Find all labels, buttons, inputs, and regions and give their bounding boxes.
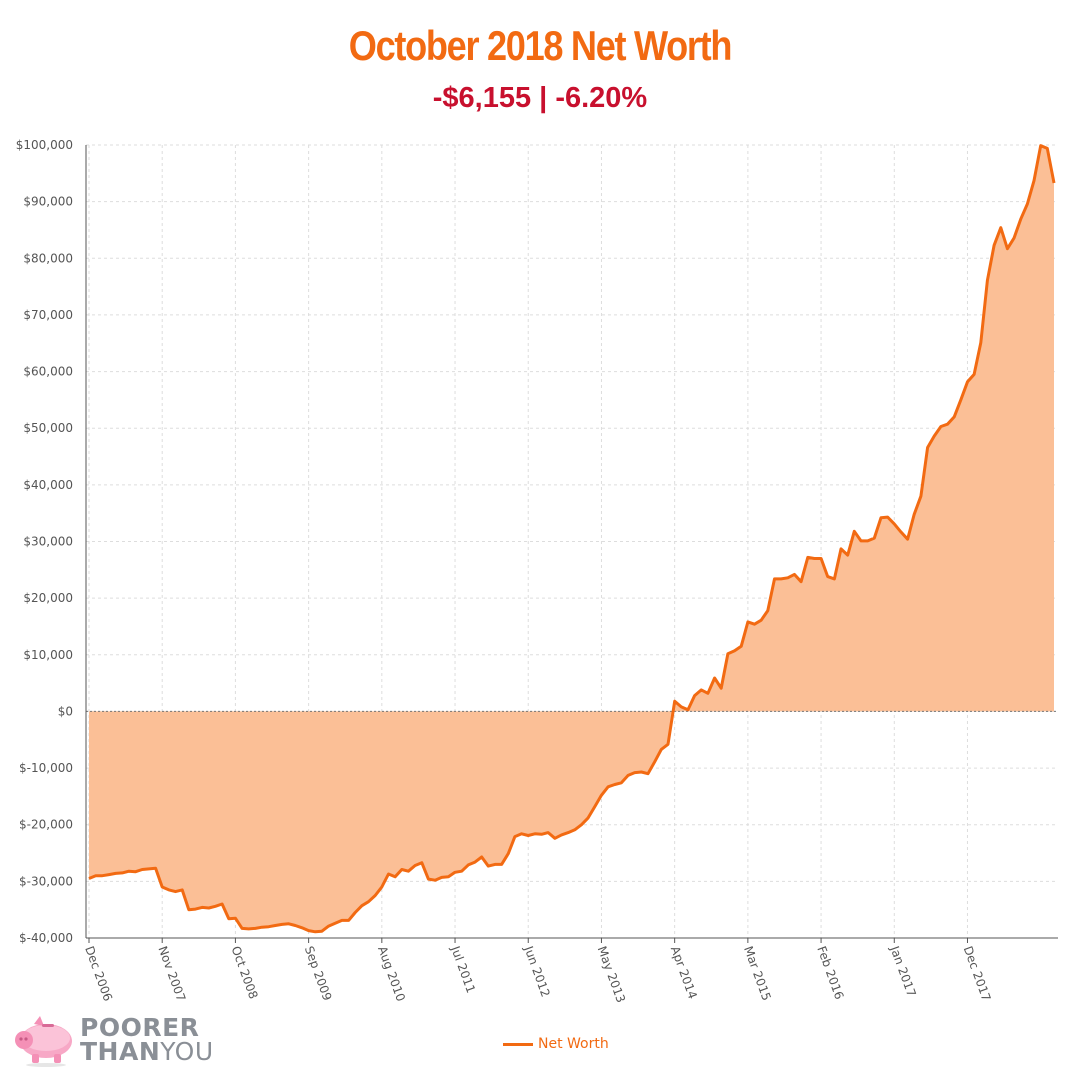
x-axis-ticks: Dec 2006 Nov 2007 Oct 2008 Sep 2009 Aug 2010… bbox=[82, 938, 994, 1005]
net-worth-area bbox=[89, 145, 1054, 932]
x-tick-label: Dec 2006 bbox=[82, 944, 115, 1003]
y-tick-label: $-40,000 bbox=[19, 931, 73, 945]
x-tick-label: Feb 2016 bbox=[814, 944, 846, 1001]
y-tick-label: $70,000 bbox=[23, 308, 73, 322]
logo-text-line2: THANYOU bbox=[80, 1039, 214, 1064]
y-tick-label: $40,000 bbox=[23, 478, 73, 492]
chart-subtitle: -$6,155 | -6.20% bbox=[432, 82, 648, 114]
x-tick-label: Dec 2017 bbox=[961, 944, 994, 1003]
y-tick-label: $-10,000 bbox=[19, 761, 73, 775]
site-logo: POORER THANYOU bbox=[12, 1010, 242, 1070]
y-tick-label: $10,000 bbox=[23, 648, 73, 662]
x-tick-label: Jun 2012 bbox=[521, 943, 553, 999]
y-tick-label: $30,000 bbox=[23, 535, 73, 549]
logo-text-you: YOU bbox=[160, 1037, 214, 1066]
y-axis-ticks: $100,000 $90,000 $80,000 $70,000 $60,000 $50,… bbox=[16, 138, 73, 945]
x-tick-label: Mar 2015 bbox=[741, 944, 774, 1002]
x-tick-label: Jan 2017 bbox=[887, 943, 919, 998]
legend-swatch bbox=[503, 1042, 533, 1046]
y-tick-label: $0 bbox=[58, 704, 73, 718]
axes bbox=[85, 145, 1058, 939]
y-tick-label: $20,000 bbox=[23, 591, 73, 605]
x-tick-label: Apr 2014 bbox=[668, 944, 700, 1001]
y-tick-label: $-30,000 bbox=[19, 874, 73, 888]
y-tick-label: $100,000 bbox=[16, 138, 73, 152]
y-tick-label: $90,000 bbox=[23, 195, 73, 209]
x-tick-label: Jul 2011 bbox=[448, 943, 478, 995]
x-tick-label: Oct 2008 bbox=[229, 944, 261, 1001]
y-tick-label: $-20,000 bbox=[19, 818, 73, 832]
logo-text-than: THAN bbox=[80, 1037, 161, 1066]
legend[interactable]: Net Worth bbox=[503, 1036, 609, 1052]
chart-title: October 2018 Net Worth bbox=[348, 22, 733, 69]
x-tick-label: Aug 2010 bbox=[375, 944, 408, 1003]
x-tick-label: Sep 2009 bbox=[302, 944, 335, 1002]
x-tick-label: May 2013 bbox=[595, 944, 628, 1004]
net-worth-line bbox=[88, 144, 1056, 934]
y-tick-label: $80,000 bbox=[23, 251, 73, 265]
piggy-bank-icon bbox=[15, 1016, 72, 1067]
logo-text-line1: POORER bbox=[80, 1013, 200, 1042]
y-tick-label: $50,000 bbox=[23, 421, 73, 435]
legend-label-net-worth: Net Worth bbox=[538, 1036, 609, 1052]
x-tick-label: Nov 2007 bbox=[155, 944, 188, 1003]
y-tick-label: $60,000 bbox=[23, 365, 73, 379]
